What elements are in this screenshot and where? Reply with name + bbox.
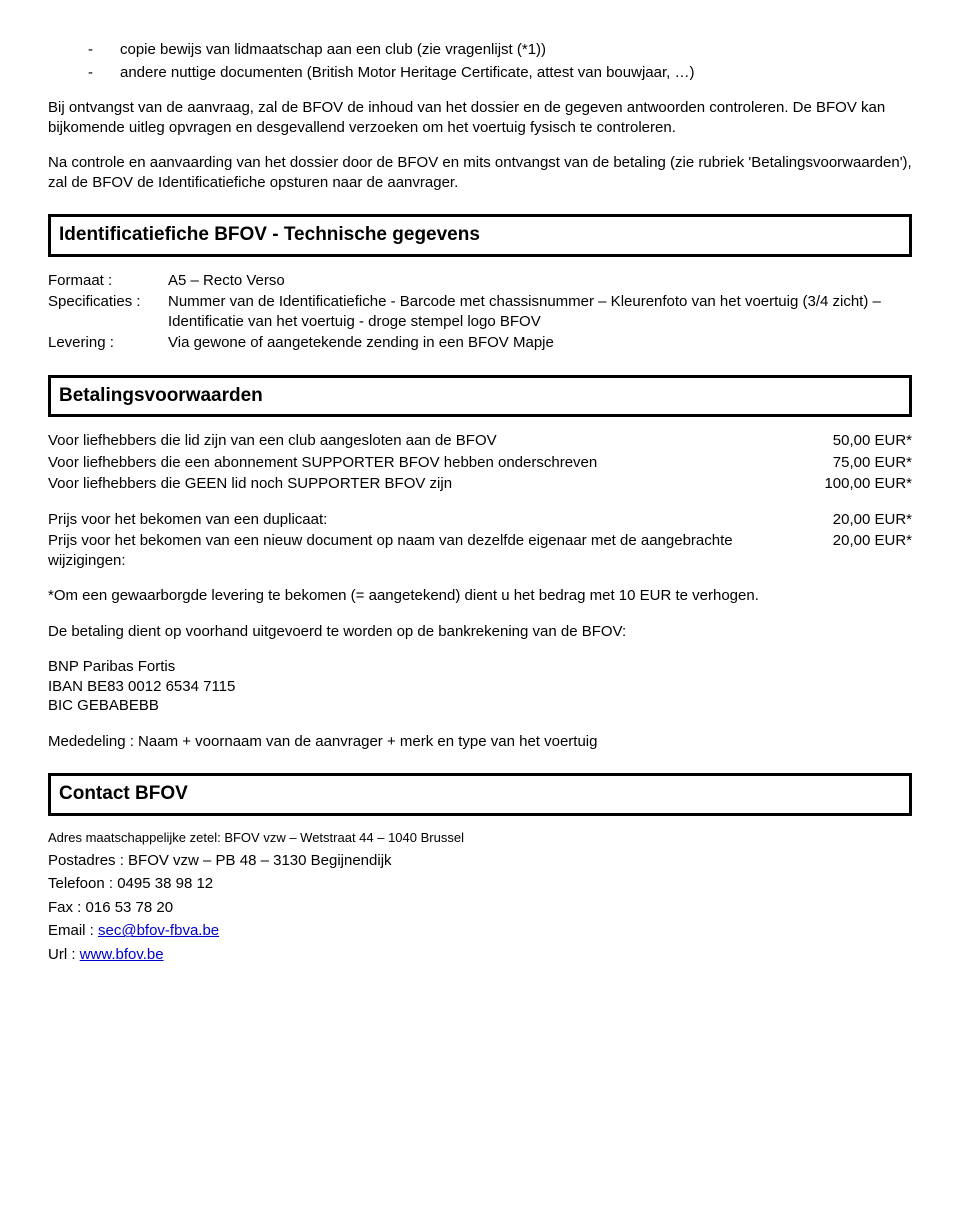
bank-block: BNP Paribas Fortis IBAN BE83 0012 6534 7…	[48, 657, 912, 716]
contact-adres-zetel: Adres maatschappelijke zetel: BFOV vzw –…	[48, 830, 912, 847]
price-block: Prijs voor het bekomen van een duplicaat…	[48, 510, 912, 571]
price-value: 75,00 EUR*	[813, 453, 912, 473]
price-label: Voor liefhebbers die een abonnement SUPP…	[48, 453, 813, 473]
contact-fax: Fax : 016 53 78 20	[48, 898, 912, 918]
bank-name: BNP Paribas Fortis	[48, 657, 912, 677]
spec-row: Formaat : A5 – Recto Verso	[48, 271, 912, 291]
price-label: Voor liefhebbers die lid zijn van een cl…	[48, 431, 813, 451]
price-row: Prijs voor het bekomen van een duplicaat…	[48, 510, 912, 530]
contact-email: Email : sec@bfov-fbva.be	[48, 921, 912, 941]
note-asterisk: *Om een gewaarborgde levering te bekomen…	[48, 586, 912, 606]
price-row: Prijs voor het bekomen van een nieuw doc…	[48, 531, 912, 570]
contact-telefoon: Telefoon : 0495 38 98 12	[48, 874, 912, 894]
spec-table: Formaat : A5 – Recto Verso Specificaties…	[48, 271, 912, 353]
email-link[interactable]: sec@bfov-fbva.be	[98, 922, 219, 939]
bullet-list: - copie bewijs van lidmaatschap aan een …	[48, 40, 912, 82]
price-value: 100,00 EUR*	[804, 474, 912, 494]
bullet-item: - copie bewijs van lidmaatschap aan een …	[88, 40, 912, 60]
bullet-dash: -	[88, 40, 120, 60]
price-label: Prijs voor het bekomen van een nieuw doc…	[48, 531, 813, 570]
spec-row: Levering : Via gewone of aangetekende ze…	[48, 333, 912, 353]
paragraph: Na controle en aanvaarding van het dossi…	[48, 153, 912, 192]
mededeling: Mededeling : Naam + voornaam van de aanv…	[48, 732, 912, 752]
price-label: Voor liefhebbers die GEEN lid noch SUPPO…	[48, 474, 804, 494]
spec-value: Via gewone of aangetekende zending in ee…	[168, 333, 912, 353]
paragraph: Bij ontvangst van de aanvraag, zal de BF…	[48, 98, 912, 137]
price-row: Voor liefhebbers die GEEN lid noch SUPPO…	[48, 474, 912, 494]
bullet-text: copie bewijs van lidmaatschap aan een cl…	[120, 40, 546, 60]
spec-label: Specificaties :	[48, 292, 168, 331]
bank-bic: BIC GEBABEBB	[48, 696, 912, 716]
price-value: 20,00 EUR*	[813, 531, 912, 570]
email-label: Email :	[48, 922, 98, 939]
url-label: Url :	[48, 946, 80, 963]
price-value: 50,00 EUR*	[813, 431, 912, 451]
spec-row: Specificaties : Nummer van de Identifica…	[48, 292, 912, 331]
section-header-identificatiefiche: Identificatiefiche BFOV - Technische geg…	[48, 214, 912, 257]
spec-value: A5 – Recto Verso	[168, 271, 912, 291]
contact-url: Url : www.bfov.be	[48, 945, 912, 965]
section-header-contact: Contact BFOV	[48, 773, 912, 816]
price-value: 20,00 EUR*	[813, 510, 912, 530]
payment-line: De betaling dient op voorhand uitgevoerd…	[48, 622, 912, 642]
spec-label: Formaat :	[48, 271, 168, 291]
price-row: Voor liefhebbers die een abonnement SUPP…	[48, 453, 912, 473]
url-link[interactable]: www.bfov.be	[80, 946, 164, 963]
spec-value: Nummer van de Identificatiefiche - Barco…	[168, 292, 912, 331]
price-row: Voor liefhebbers die lid zijn van een cl…	[48, 431, 912, 451]
bullet-text: andere nuttige documenten (British Motor…	[120, 63, 694, 83]
contact-block: Adres maatschappelijke zetel: BFOV vzw –…	[48, 830, 912, 964]
bullet-dash: -	[88, 63, 120, 83]
bullet-item: - andere nuttige documenten (British Mot…	[88, 63, 912, 83]
contact-postadres: Postadres : BFOV vzw – PB 48 – 3130 Begi…	[48, 851, 912, 871]
section-header-betalingsvoorwaarden: Betalingsvoorwaarden	[48, 375, 912, 418]
bank-iban: IBAN BE83 0012 6534 7115	[48, 677, 912, 697]
price-block: Voor liefhebbers die lid zijn van een cl…	[48, 431, 912, 494]
spec-label: Levering :	[48, 333, 168, 353]
price-label: Prijs voor het bekomen van een duplicaat…	[48, 510, 813, 530]
